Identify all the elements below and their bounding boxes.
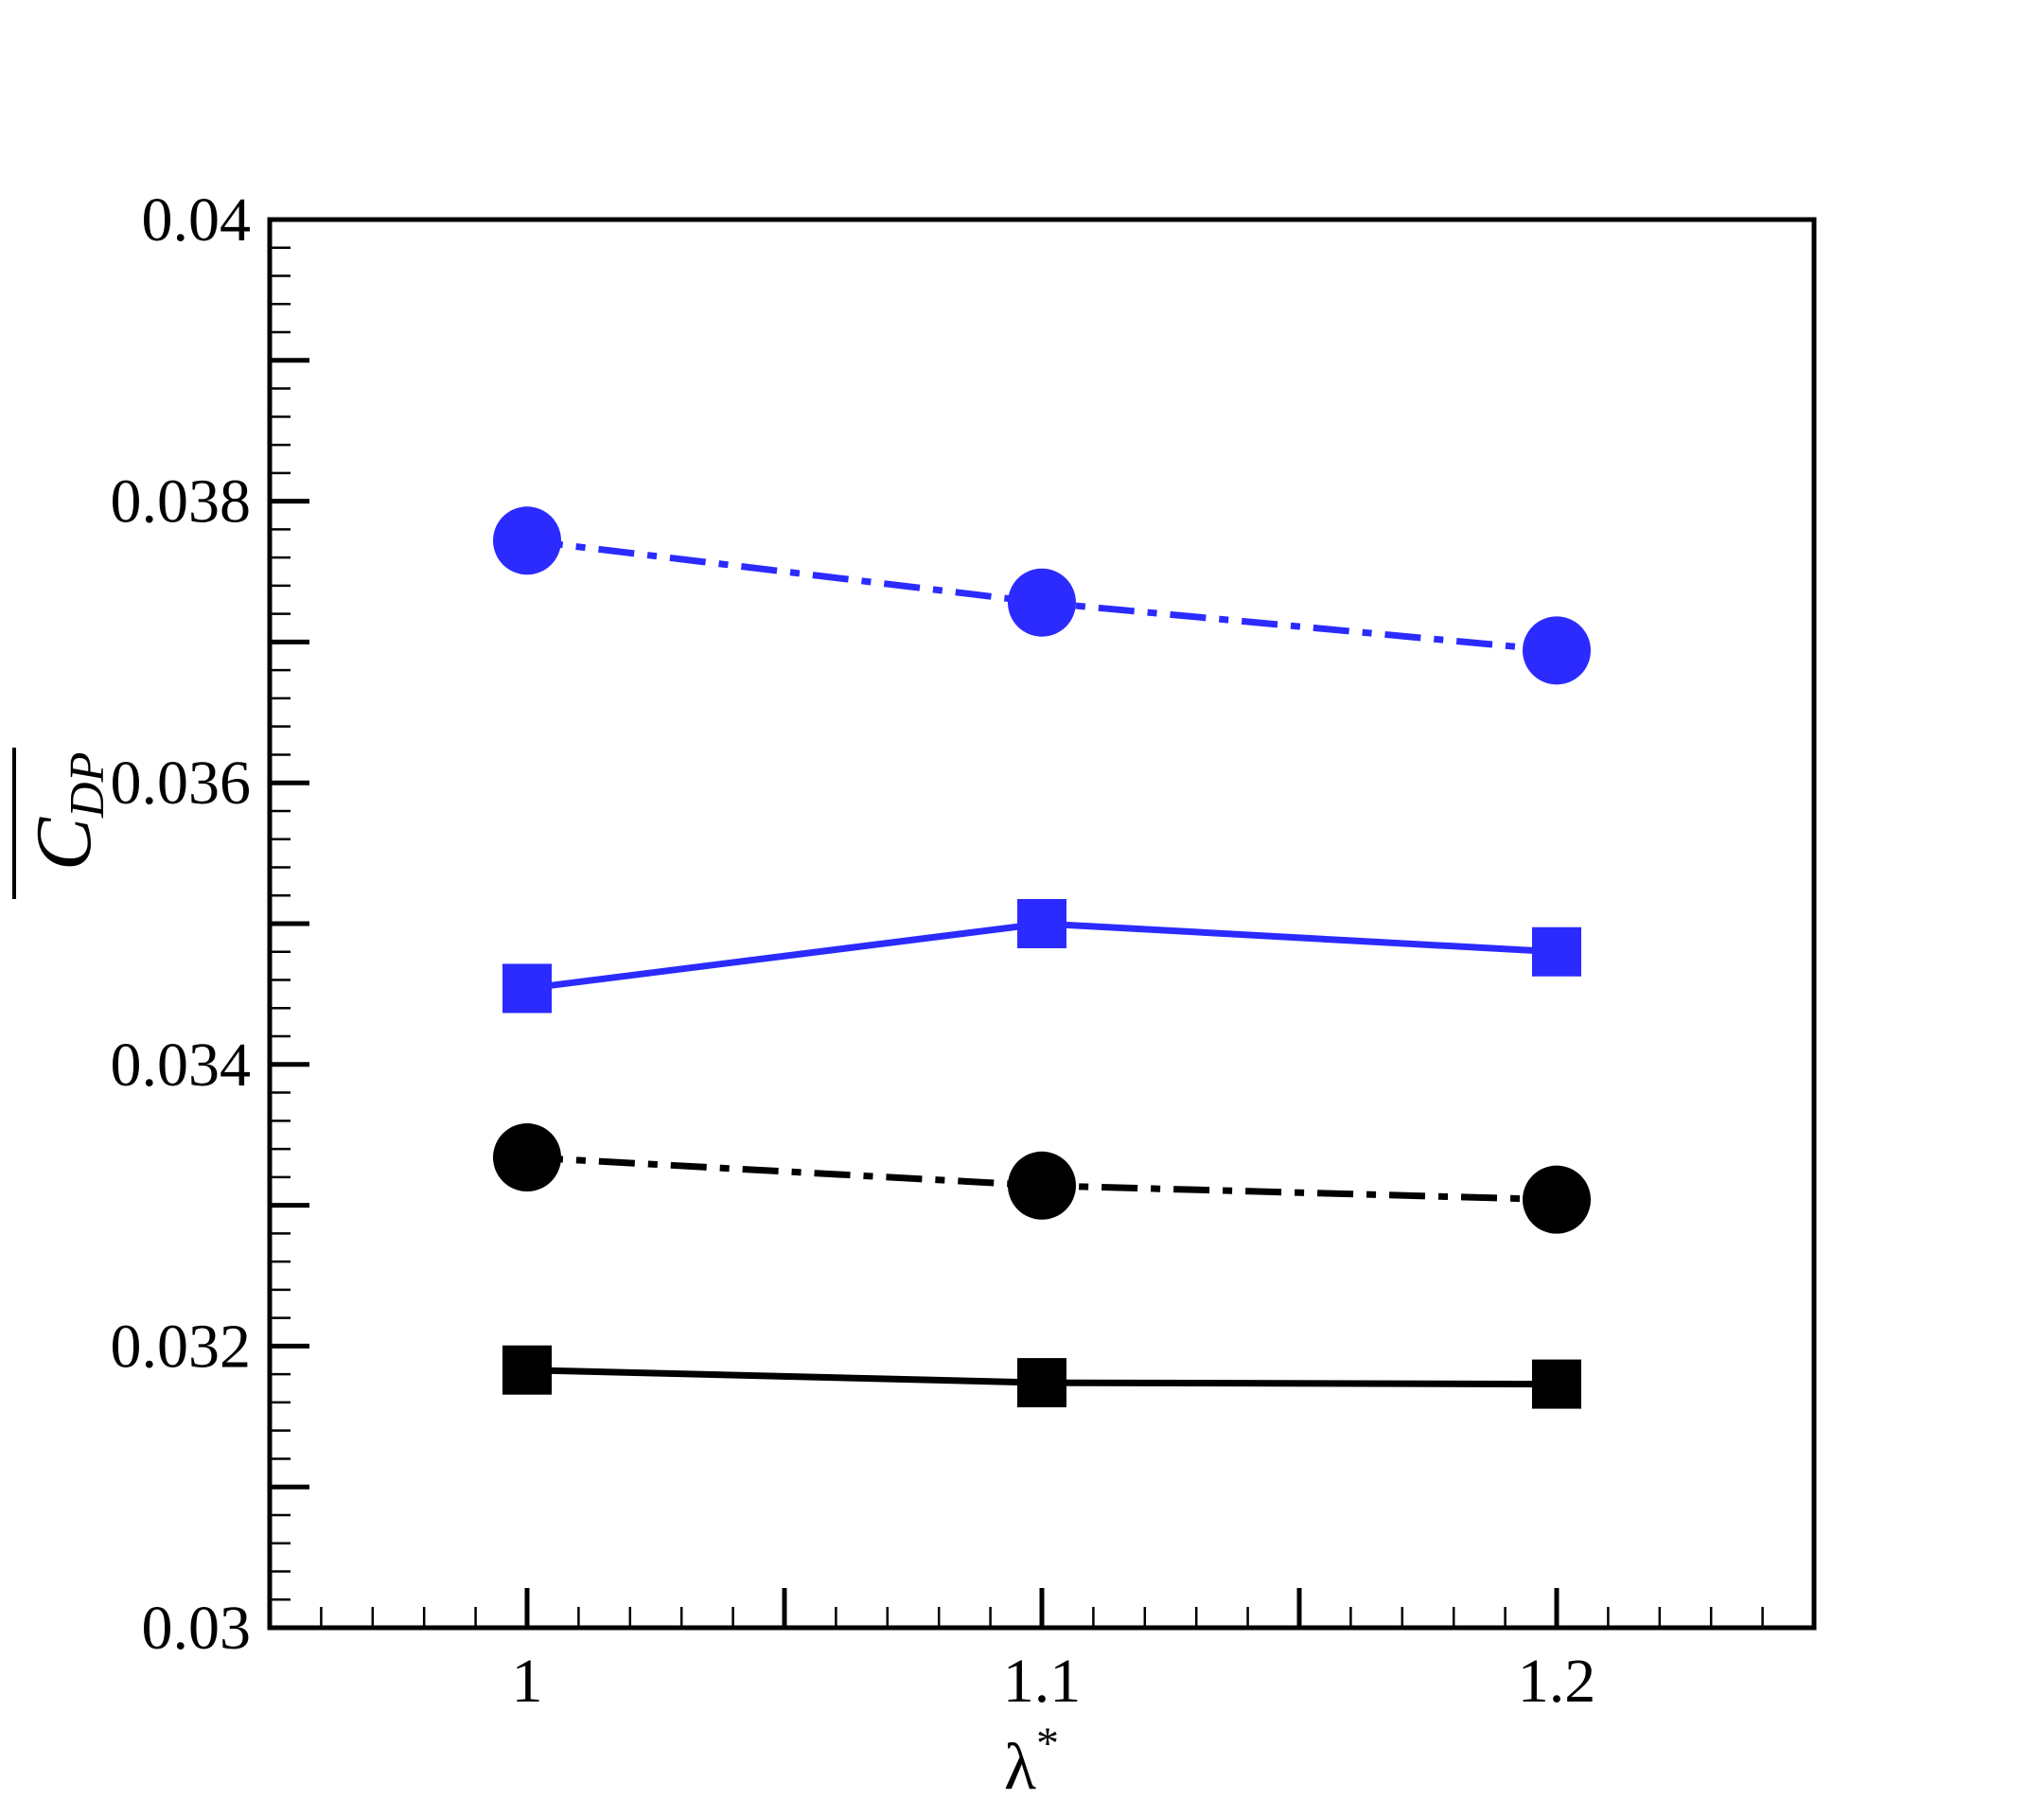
x-tick-label: 1.1 [1003,1647,1082,1716]
series-2 [502,899,1581,1014]
data-point-circle [1008,568,1076,637]
y-axis-title-text: C [20,817,108,871]
data-point-circle [493,506,561,575]
data-point-circle [1523,616,1591,685]
svg-text:CDP: CDP [20,752,115,871]
x-axis-title: λ* [1004,1719,1059,1804]
x-axis-title-text: λ [1004,1731,1036,1804]
series-layer [493,506,1591,1409]
y-axis-ticks [270,217,309,1631]
y-tick-label: 0.03 [142,1594,252,1663]
data-point-circle [493,1123,561,1192]
y-axis-title: CDP [12,748,115,899]
y-tick-label: 0.032 [111,1312,252,1381]
x-axis-tick-labels: 1 1.1 1.2 [512,1647,1596,1716]
y-axis-tick-labels: 0.03 0.032 0.034 0.036 0.038 0.04 [111,185,252,1663]
data-point-circle [1523,1165,1591,1234]
data-point-square [1017,899,1066,948]
y-axis-title-subscript: DP [61,752,115,819]
y-tick-label: 0.036 [111,749,252,818]
y-tick-label: 0.034 [111,1031,252,1100]
data-point-square [1532,1359,1581,1409]
data-point-square [1017,1358,1066,1408]
x-axis-ticks [268,1588,1816,1628]
y-tick-label: 0.04 [142,185,252,255]
plot-frame [267,217,1817,1631]
data-point-circle [1008,1151,1076,1220]
series-1 [493,506,1591,685]
svg-text:λ*: λ* [1004,1719,1059,1804]
data-point-square [502,1345,552,1395]
y-tick-label: 0.038 [111,467,252,537]
x-tick-label: 1 [512,1647,543,1716]
series-4 [502,1345,1581,1409]
x-tick-label: 1.2 [1518,1647,1596,1716]
data-point-square [502,963,552,1014]
data-point-square [1532,926,1581,977]
series-3 [493,1123,1591,1234]
x-axis-title-superscript: * [1036,1719,1059,1769]
